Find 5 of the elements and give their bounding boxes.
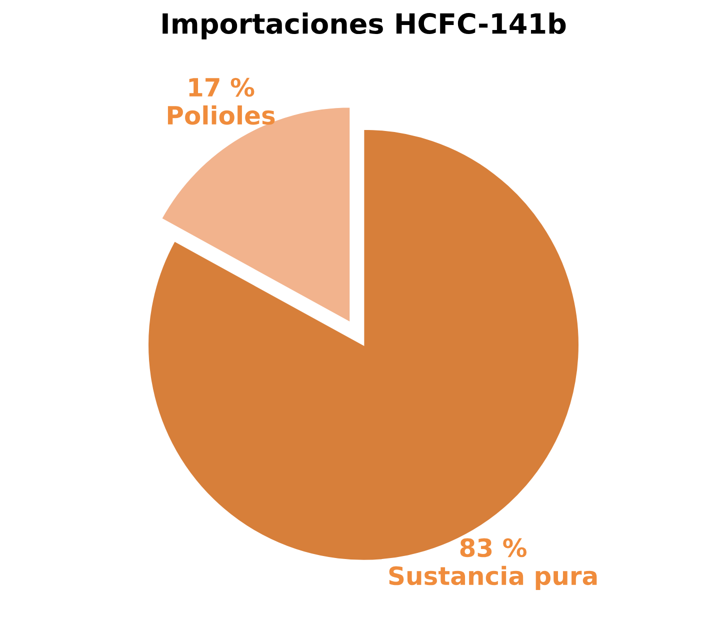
slice-label: Sustancia pura [389,566,597,590]
chart-title: Importaciones HCFC-141b [162,12,566,40]
data-label: 17 % [189,78,254,97]
slice-label: Polioles [168,105,275,125]
data-label: 83 % [460,538,527,558]
